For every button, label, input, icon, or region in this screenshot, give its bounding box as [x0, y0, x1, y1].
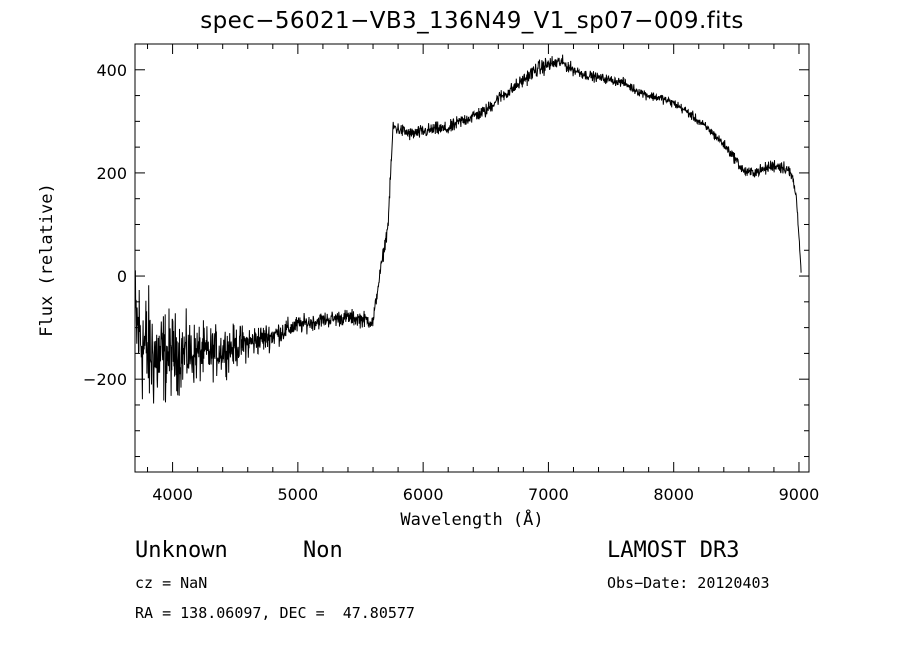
- survey-name: LAMOST DR3: [607, 538, 740, 563]
- axis-tick-labels: 4000 5000 6000 7000 8000 9000 −200 0 200 400: [83, 61, 819, 504]
- y-tick-label: 200: [96, 164, 127, 183]
- y-axis-label: Flux (relative): [37, 183, 57, 337]
- x-tick-label: 7000: [528, 485, 569, 504]
- spectrum-line: [134, 54, 802, 404]
- y-tick-label: −200: [83, 370, 127, 389]
- plot-frame: [134, 43, 810, 473]
- x-tick-label: 8000: [653, 485, 694, 504]
- redshift-value: cz = NaN: [135, 574, 208, 592]
- obs-date: Obs−Date: 20120403: [607, 574, 770, 592]
- x-tick-label: 5000: [278, 485, 319, 504]
- x-tick-label: 4000: [152, 485, 193, 504]
- chart-title: spec−56021−VB3_136N49_V1_sp07−009.fits: [200, 8, 744, 34]
- axis-ticks: [135, 43, 809, 472]
- x-tick-label: 6000: [403, 485, 444, 504]
- y-tick-label: 400: [96, 61, 127, 80]
- x-tick-label: 9000: [779, 485, 820, 504]
- object-class: Unknown: [135, 538, 228, 563]
- y-tick-label: 0: [117, 267, 127, 286]
- object-subclass: Non: [303, 538, 343, 563]
- x-axis-label: Wavelength (Å): [400, 510, 544, 530]
- coordinates: RA = 138.06097, DEC = 47.80577: [135, 604, 415, 622]
